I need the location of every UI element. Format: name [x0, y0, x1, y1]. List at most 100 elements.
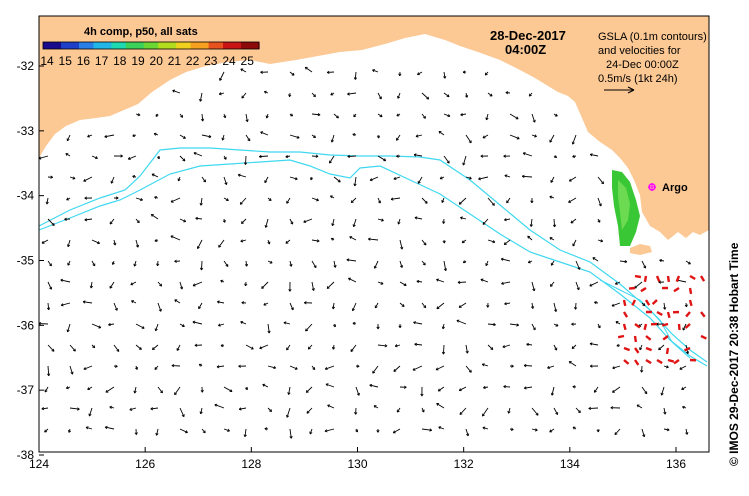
- velocity-arrowhead: [183, 135, 186, 139]
- velocity-arrowhead: [535, 412, 539, 416]
- velocity-arrowhead: [247, 138, 251, 142]
- velocity-arrow: [105, 386, 115, 393]
- velocity-arrowhead: [550, 283, 553, 287]
- velocity-arrowhead: [286, 347, 290, 351]
- velocity-arrow: [306, 407, 313, 414]
- velocity-arrowhead: [85, 426, 89, 430]
- velocity-arrowhead: [273, 365, 277, 370]
- velocity-arrow: [283, 322, 291, 325]
- velocity-arrowhead: [550, 179, 554, 183]
- velocity-arrowhead: [401, 304, 405, 307]
- velocity-arrowhead: [174, 259, 177, 263]
- velocity-arrow: [67, 260, 71, 266]
- velocity-arrowhead: [150, 407, 154, 411]
- velocity-arrowhead: [250, 346, 254, 350]
- velocity-arrow: [324, 428, 335, 432]
- velocity-arrowhead: [229, 389, 233, 393]
- velocity-arrow: [458, 197, 467, 205]
- colorbar-segment: [248, 42, 253, 49]
- velocity-arrow: [47, 302, 50, 310]
- velocity-arrow: [348, 277, 357, 283]
- velocity-arrowhead: [244, 387, 248, 391]
- x-tick-label: 134: [560, 457, 580, 471]
- velocity-arrowhead: [414, 342, 418, 346]
- velocity-arrowhead: [392, 430, 396, 434]
- velocity-arrowhead: [393, 176, 397, 181]
- velocity-arrow: [661, 386, 665, 396]
- velocity-arrowhead: [643, 265, 647, 269]
- velocity-arrowhead: [663, 307, 667, 310]
- colorbar-segment: [147, 42, 152, 49]
- velocity-arrowhead: [269, 409, 272, 413]
- velocity-arrow: [531, 407, 539, 416]
- velocity-arrow: [240, 239, 247, 242]
- velocity-arrowhead: [225, 263, 229, 267]
- colorbar-segment: [197, 42, 202, 49]
- info-line-1: GSLA (0.1m contours): [598, 31, 707, 43]
- colorbar-segment: [50, 42, 55, 49]
- colorbar-segment: [107, 42, 112, 49]
- velocity-arrowhead: [108, 322, 111, 327]
- velocity-arrowhead: [89, 285, 93, 289]
- x-tick-label: 124: [29, 457, 49, 471]
- colorbar-tick-label: 21: [168, 54, 182, 68]
- velocity-arrow: [531, 134, 537, 137]
- velocity-arrowhead: [441, 199, 445, 203]
- velocity-arrow: [200, 407, 203, 414]
- velocity-arrowhead: [327, 404, 331, 408]
- velocity-arrows: [38, 66, 691, 439]
- velocity-arrowhead: [83, 367, 87, 371]
- velocity-arrowhead: [601, 181, 604, 185]
- sst-red-dash: [644, 299, 651, 306]
- velocity-arrowhead: [316, 198, 319, 202]
- velocity-arrowhead: [87, 134, 90, 138]
- velocity-arrowhead: [352, 224, 356, 228]
- velocity-arrow: [91, 260, 96, 267]
- velocity-arrowhead: [113, 242, 117, 246]
- velocity-arrowhead: [130, 282, 134, 286]
- velocity-arrowhead: [46, 373, 51, 377]
- velocity-arrowhead: [353, 77, 358, 80]
- velocity-arrowhead: [666, 428, 670, 432]
- x-tick-label: 126: [135, 457, 155, 471]
- velocity-arrow: [69, 407, 80, 410]
- velocity-arrow: [442, 344, 445, 355]
- velocity-arrow: [487, 323, 496, 326]
- colorbar-tick-label: 25: [241, 54, 255, 68]
- velocity-arrow: [332, 302, 335, 310]
- velocity-arrow: [152, 344, 159, 350]
- velocity-arrow: [88, 407, 93, 417]
- velocity-arrow: [374, 260, 379, 269]
- velocity-arrowhead: [60, 278, 64, 282]
- velocity-arrowhead: [571, 346, 575, 350]
- velocity-arrowhead: [443, 75, 447, 79]
- velocity-arrow: [504, 218, 511, 221]
- velocity-arrowhead: [313, 94, 316, 98]
- velocity-arrowhead: [110, 180, 114, 184]
- velocity-arrowhead: [307, 346, 311, 350]
- velocity-arrowhead: [376, 135, 380, 139]
- velocity-arrow: [46, 197, 49, 205]
- velocity-arrowhead: [244, 263, 249, 267]
- sst-red-dash: [622, 323, 627, 331]
- velocity-arrowhead: [199, 202, 203, 206]
- y-tick-label: -32: [17, 59, 35, 73]
- velocity-arrow: [265, 218, 269, 228]
- velocity-arrowhead: [182, 158, 186, 162]
- velocity-arrow: [417, 176, 423, 184]
- velocity-arrowhead: [268, 198, 272, 201]
- velocity-arrow: [289, 71, 295, 76]
- velocity-arrowhead: [568, 178, 572, 182]
- velocity-arrow: [575, 302, 577, 310]
- velocity-arrowhead: [150, 214, 154, 217]
- velocity-arrowhead: [65, 386, 69, 390]
- velocity-arrow: [311, 260, 317, 268]
- velocity-arrowhead: [577, 410, 581, 414]
- velocity-arrowhead: [507, 410, 511, 414]
- velocity-arrowhead: [372, 370, 376, 374]
- velocity-arrowhead: [60, 303, 64, 307]
- velocity-arrow: [393, 365, 401, 372]
- colorbar-tick-label: 14: [40, 54, 54, 68]
- velocity-arrowhead: [460, 113, 464, 117]
